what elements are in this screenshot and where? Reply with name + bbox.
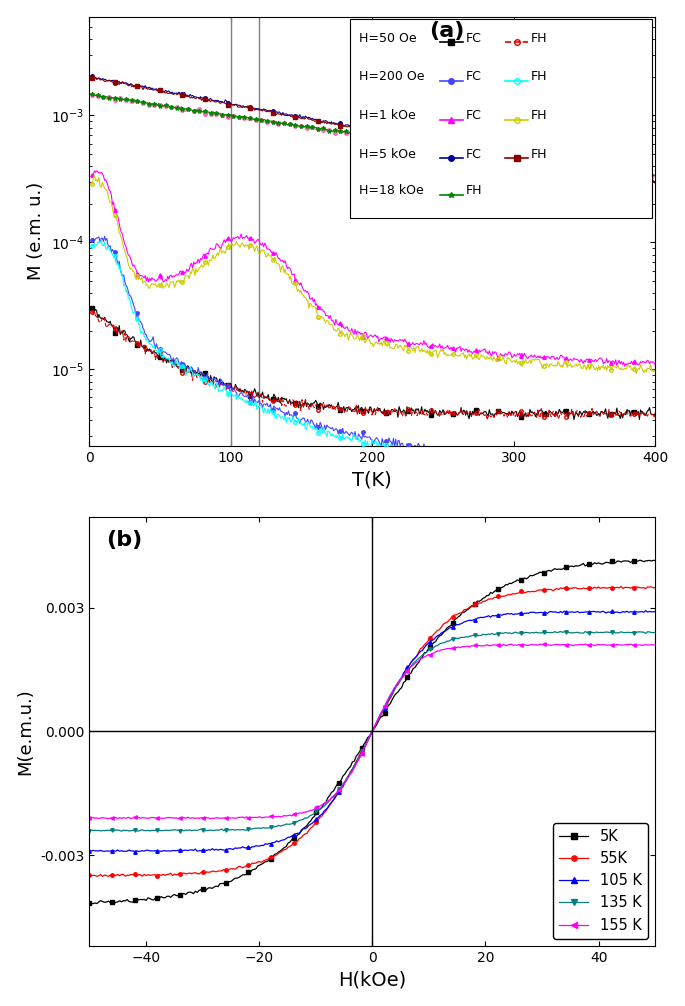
5K <box>422 646 430 658</box>
155 K <box>85 812 93 824</box>
Text: FH: FH <box>531 31 547 44</box>
135 K <box>87 824 95 836</box>
Text: FH: FH <box>531 70 547 83</box>
Text: H=200 Oe: H=200 Oe <box>359 70 425 83</box>
Text: (a): (a) <box>429 21 464 41</box>
135 K <box>424 645 432 657</box>
105 K <box>564 606 572 618</box>
105 K <box>87 845 95 857</box>
155 K <box>206 813 214 825</box>
155 K <box>422 650 430 662</box>
Line: 135 K: 135 K <box>88 630 657 833</box>
5K <box>636 554 644 566</box>
5K <box>651 554 660 566</box>
5K <box>564 561 572 573</box>
55K <box>87 870 95 882</box>
135 K <box>434 640 442 652</box>
155 K <box>87 812 95 824</box>
135 K <box>651 627 660 639</box>
Line: 105 K: 105 K <box>88 609 657 853</box>
155 K <box>434 645 442 657</box>
155 K <box>651 639 660 651</box>
Text: FH: FH <box>466 184 482 197</box>
5K <box>85 896 93 908</box>
155 K <box>602 639 610 651</box>
55K <box>85 869 93 881</box>
Text: FC: FC <box>466 70 482 83</box>
105 K <box>651 606 660 618</box>
Line: 5K: 5K <box>88 558 657 905</box>
Text: FC: FC <box>466 109 482 122</box>
155 K <box>424 649 432 661</box>
5K <box>434 632 442 644</box>
55K <box>434 625 442 637</box>
135 K <box>556 626 564 638</box>
Text: FC: FC <box>466 31 482 44</box>
Text: FC: FC <box>466 148 482 161</box>
5K <box>89 897 97 909</box>
135 K <box>422 647 430 659</box>
FancyBboxPatch shape <box>349 19 652 218</box>
55K <box>651 581 660 594</box>
Text: H=5 kOe: H=5 kOe <box>359 148 416 161</box>
Text: FH: FH <box>531 109 547 122</box>
55K <box>422 637 430 649</box>
135 K <box>566 627 574 639</box>
5K <box>87 897 95 909</box>
105 K <box>131 846 139 858</box>
105 K <box>642 605 650 617</box>
105 K <box>434 630 442 642</box>
55K <box>600 581 608 594</box>
Legend: 5K, 55K, 105 K, 135 K, 155 K: 5K, 55K, 105 K, 135 K, 155 K <box>553 823 648 939</box>
Text: H=1 kOe: H=1 kOe <box>359 109 416 122</box>
Line: 155 K: 155 K <box>88 643 657 821</box>
55K <box>564 583 572 596</box>
135 K <box>117 825 125 837</box>
Text: (b): (b) <box>106 530 142 549</box>
Text: H=18 kOe: H=18 kOe <box>359 184 424 197</box>
105 K <box>85 845 93 857</box>
Text: FH: FH <box>531 148 547 161</box>
Y-axis label: M(e.m.u.): M(e.m.u.) <box>16 688 35 775</box>
155 K <box>581 638 589 650</box>
5K <box>424 644 432 656</box>
135 K <box>85 825 93 837</box>
55K <box>424 635 432 647</box>
5K <box>600 557 608 569</box>
105 K <box>422 639 430 651</box>
Text: H=50 Oe: H=50 Oe <box>359 31 417 44</box>
Y-axis label: M (e.m. u.): M (e.m. u.) <box>27 182 45 281</box>
X-axis label: H(kOe): H(kOe) <box>338 971 406 989</box>
155 K <box>564 639 572 651</box>
135 K <box>602 626 610 638</box>
X-axis label: T(K): T(K) <box>352 470 392 489</box>
105 K <box>600 606 608 618</box>
Line: 55K: 55K <box>88 584 657 878</box>
55K <box>617 580 625 593</box>
105 K <box>424 638 432 650</box>
55K <box>99 870 107 882</box>
